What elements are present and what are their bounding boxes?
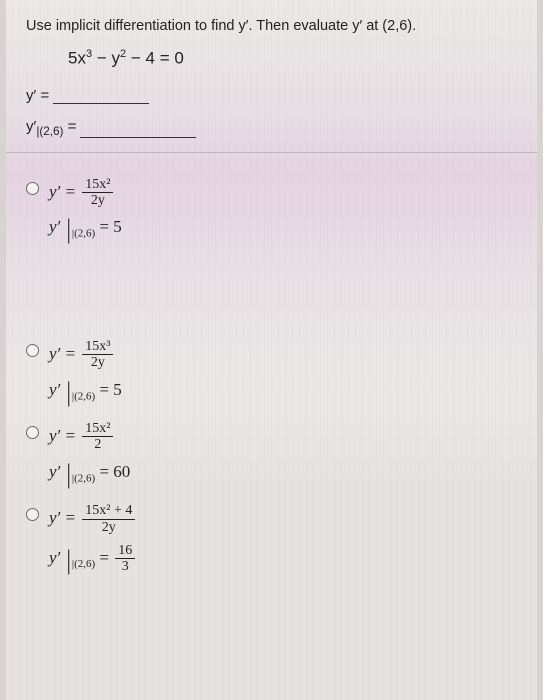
blank-yprime: y′ = — [26, 87, 517, 104]
radio-icon[interactable] — [26, 344, 39, 357]
radio-icon[interactable] — [26, 508, 39, 521]
instruction-text: Use implicit differentiation to find y′.… — [26, 18, 517, 34]
choice-2[interactable]: y′ = 15x³ 2y y′ ||(2,6) = 5 — [26, 329, 517, 411]
separator — [6, 152, 537, 153]
blank2-label: y′|(2,6) = — [26, 118, 76, 138]
blank1-label: y′ = — [26, 87, 49, 104]
choice-4-math: y′ = 15x² + 4 2y y′ ||(2,6) = 16 3 — [49, 503, 137, 575]
choice-2-math: y′ = 15x³ 2y y′ ||(2,6) = 5 — [49, 339, 122, 405]
blank1-line[interactable] — [53, 90, 149, 104]
blank2-line[interactable] — [80, 124, 196, 138]
radio-icon[interactable] — [26, 426, 39, 439]
choice-1[interactable]: y′ = 15x² 2y y′ ||(2,6) = 5 — [26, 167, 517, 249]
choice-1-math: y′ = 15x² 2y y′ ||(2,6) = 5 — [49, 177, 122, 243]
choice-4[interactable]: y′ = 15x² + 4 2y y′ ||(2,6) = 16 3 — [26, 493, 517, 581]
blank-yprime-at-point: y′|(2,6) = — [26, 118, 517, 138]
choice-3[interactable]: y′ = 15x² 2 y′ ||(2,6) = 60 — [26, 411, 517, 493]
given-equation: 5x3 − y2 − 4 = 0 — [68, 48, 517, 69]
choice-3-math: y′ = 15x² 2 y′ ||(2,6) = 60 — [49, 421, 130, 487]
radio-icon[interactable] — [26, 182, 39, 195]
